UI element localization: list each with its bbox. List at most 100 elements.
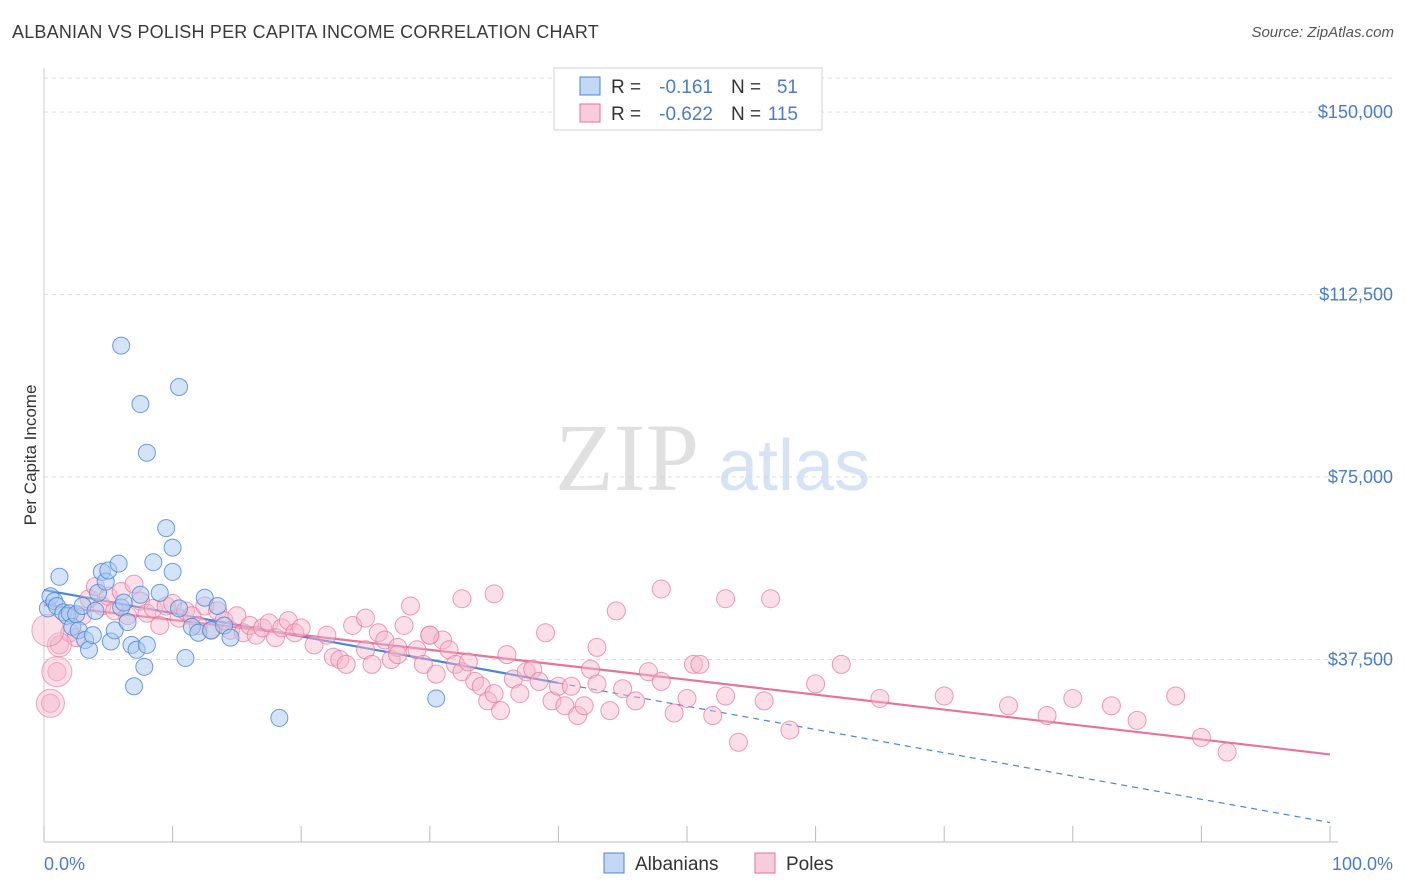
point-poles	[285, 623, 305, 643]
point-albanians	[83, 626, 102, 645]
chart-title: ALBANIAN VS POLISH PER CAPITA INCOME COR…	[12, 22, 599, 42]
point-poles	[761, 589, 781, 609]
point-poles	[574, 696, 594, 716]
point-albanians	[105, 621, 124, 640]
point-poles	[47, 662, 67, 682]
point-poles	[304, 635, 324, 655]
point-poles	[497, 645, 517, 665]
point-albanians	[131, 395, 150, 414]
point-poles	[510, 684, 530, 704]
legend-swatch-poles	[579, 103, 601, 123]
point-poles	[484, 684, 504, 704]
point-poles	[336, 654, 356, 674]
point-poles	[1063, 688, 1083, 708]
point-poles	[1037, 705, 1057, 725]
gridlines: $37,500 $75,000 $112,500 $150,000	[44, 77, 1395, 670]
point-poles	[703, 705, 723, 725]
point-poles	[1191, 727, 1211, 747]
point-albanians	[170, 599, 189, 618]
point-poles-large	[35, 688, 65, 718]
point-poles	[728, 732, 748, 752]
point-poles	[452, 589, 472, 609]
point-poles	[253, 618, 273, 638]
point-albanians	[112, 336, 131, 355]
point-albanians	[131, 585, 150, 604]
point-poles	[394, 615, 414, 635]
point-poles	[413, 654, 433, 674]
point-poles	[362, 654, 382, 674]
point-poles	[934, 686, 954, 706]
legend-n-value: 115	[768, 104, 798, 125]
legend-n-label: N =	[731, 104, 761, 125]
point-poles	[638, 662, 658, 682]
data-points	[31, 336, 1237, 762]
point-poles	[568, 705, 588, 725]
point-albanians	[170, 378, 189, 397]
legend-swatch-albanians	[603, 852, 625, 874]
legend-swatch-poles	[754, 852, 776, 874]
point-poles	[529, 671, 549, 691]
legend-r-value: -0.622	[659, 104, 713, 125]
trend-line-poles	[43, 603, 1331, 756]
point-albanians	[125, 677, 144, 696]
point-poles	[137, 603, 157, 623]
point-poles	[388, 637, 408, 657]
point-poles	[587, 674, 607, 694]
point-poles-large	[41, 656, 73, 688]
point-poles	[433, 630, 453, 650]
x-tick-label: 100.0%	[1332, 854, 1393, 874]
legend-r-label: R =	[611, 77, 641, 98]
point-poles	[150, 615, 170, 635]
point-poles	[452, 662, 472, 682]
legend-swatch-albanians	[579, 76, 601, 96]
point-poles	[626, 691, 646, 711]
point-poles	[716, 589, 736, 609]
point-poles	[613, 679, 633, 699]
point-poles	[831, 654, 851, 674]
watermark-atlas: atlas	[718, 426, 870, 506]
point-albanians	[137, 635, 156, 654]
point-poles	[426, 664, 446, 684]
stats-legend: R = -0.161 N = 51 R = -0.622 N = 115	[553, 67, 823, 131]
point-poles	[536, 623, 556, 643]
point-poles	[587, 637, 607, 657]
point-poles	[683, 654, 703, 674]
point-poles	[381, 650, 401, 670]
legend-n-value: 51	[777, 77, 798, 98]
point-poles	[272, 618, 292, 638]
point-albanians	[270, 708, 289, 727]
point-poles	[664, 703, 684, 723]
point-poles	[1166, 686, 1186, 706]
point-albanians	[176, 649, 195, 668]
point-poles	[265, 628, 285, 648]
point-poles	[49, 635, 69, 655]
point-poles	[716, 686, 736, 706]
point-poles	[40, 693, 60, 713]
y-tick-label: $37,500	[1328, 650, 1393, 670]
legend-r-label: R =	[611, 104, 641, 125]
point-poles	[806, 674, 826, 694]
watermark-zip: ZIP	[555, 404, 699, 511]
y-tick-label: $112,500	[1319, 285, 1393, 305]
point-poles	[491, 701, 511, 721]
y-axis-label: Per Capita Income	[21, 385, 40, 526]
point-albanians	[150, 583, 169, 602]
point-poles	[870, 688, 890, 708]
point-poles	[368, 623, 388, 643]
point-albanians	[109, 554, 128, 573]
point-poles	[754, 691, 774, 711]
point-poles	[651, 579, 671, 599]
axes: 0.0% 100.0% Per Capita Income	[21, 68, 1393, 874]
point-poles	[246, 625, 266, 645]
point-poles	[330, 650, 350, 670]
point-poles	[1101, 696, 1121, 716]
point-poles	[401, 596, 421, 616]
point-albanians	[195, 588, 214, 607]
point-poles	[999, 696, 1018, 716]
series-legend: Albanians Poles	[603, 852, 834, 875]
point-albanians	[137, 443, 156, 462]
watermark: ZIP atlas	[555, 404, 870, 511]
point-poles	[1217, 742, 1237, 762]
point-poles-large	[46, 632, 72, 658]
point-albanians	[114, 593, 133, 612]
